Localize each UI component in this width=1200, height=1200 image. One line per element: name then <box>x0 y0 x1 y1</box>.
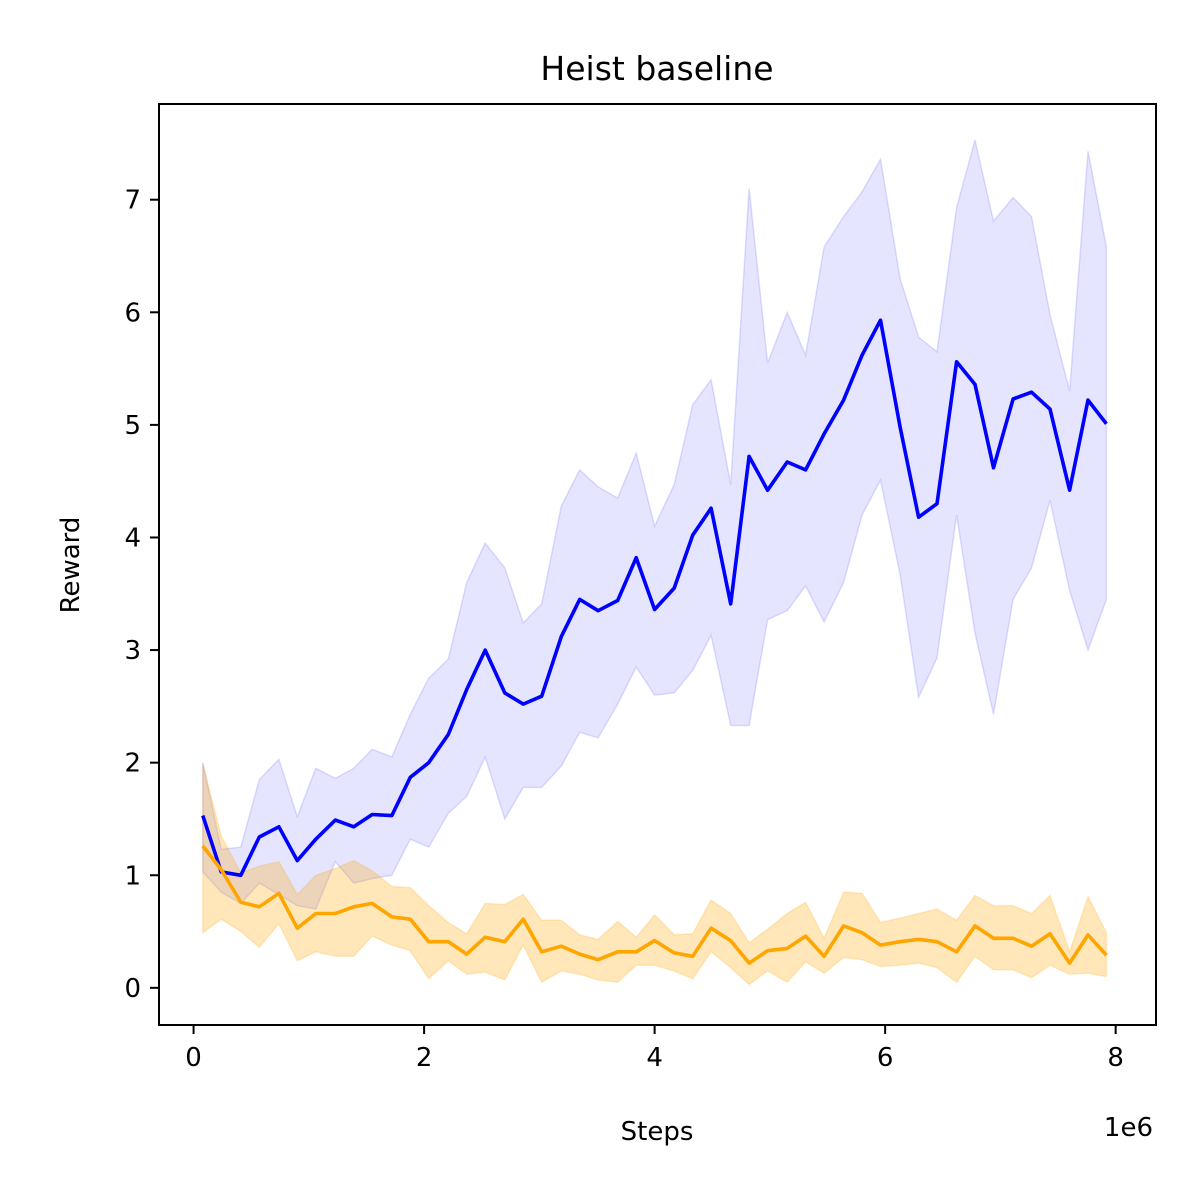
y-tick-label: 1 <box>124 861 141 891</box>
y-tick-label: 6 <box>124 298 141 328</box>
y-axis-label: Reward <box>56 517 86 614</box>
x-tick-label: 6 <box>877 1043 894 1073</box>
y-tick-label: 7 <box>124 186 141 216</box>
axes-frame <box>158 103 1157 1026</box>
chart-title: Heist baseline <box>540 49 773 88</box>
x-axis: 0 2 4 6 8 <box>185 1025 1124 1073</box>
y-tick-label: 5 <box>124 411 141 441</box>
x-tick-label: 4 <box>646 1043 663 1073</box>
x-axis-label: Steps <box>621 1117 694 1147</box>
y-tick-label: 4 <box>124 523 141 553</box>
y-tick-label: 3 <box>124 636 141 666</box>
y-axis: 0 1 2 3 4 5 6 7 <box>124 186 159 1004</box>
x-axis-offset-label: 1e6 <box>1104 1113 1153 1143</box>
x-tick-label: 8 <box>1107 1043 1124 1073</box>
x-tick-label: 0 <box>185 1043 202 1073</box>
y-tick-label: 0 <box>124 974 141 1004</box>
series-1-line <box>201 844 1108 965</box>
series-0-band <box>202 139 1108 910</box>
series-1-band <box>202 763 1108 986</box>
y-tick-label: 2 <box>124 749 141 779</box>
series-0-line <box>201 318 1108 878</box>
plot-area <box>201 139 1108 986</box>
x-tick-label: 2 <box>416 1043 433 1073</box>
